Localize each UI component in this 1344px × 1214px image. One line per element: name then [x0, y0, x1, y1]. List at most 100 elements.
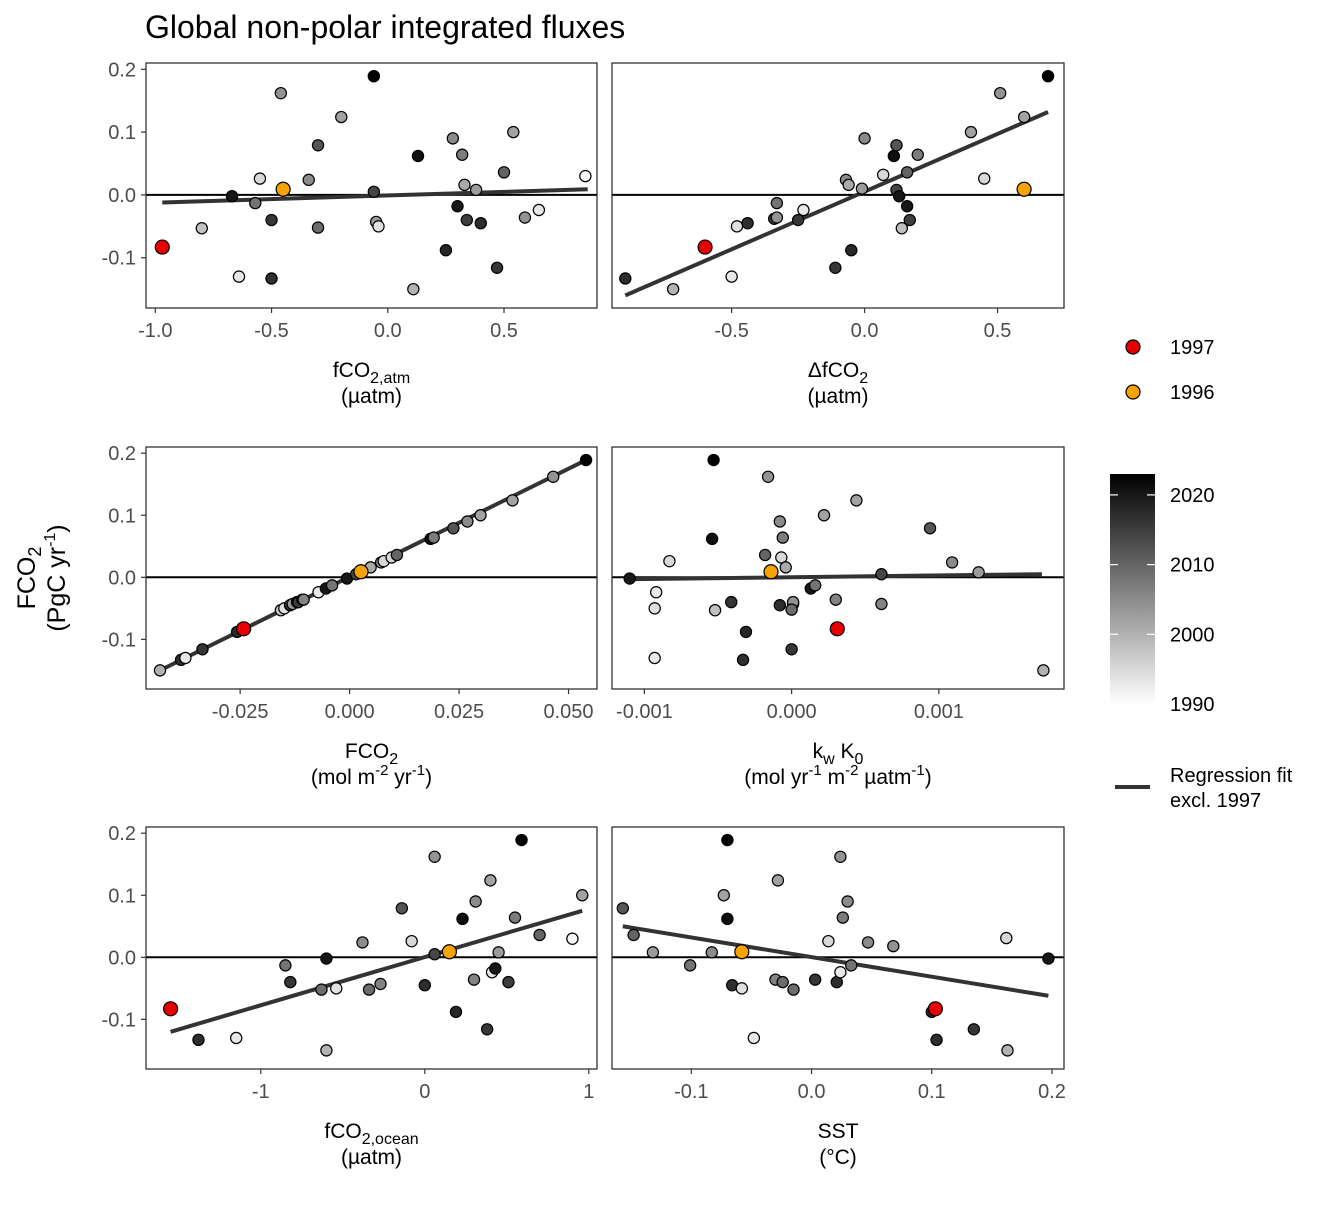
data-point-1996 [275, 181, 291, 197]
svg-text:FCO2: FCO2 [13, 547, 45, 610]
data-point-2007 [776, 531, 789, 544]
data-point-1996 [1016, 181, 1032, 197]
colorbar-tick-label: 2010 [1170, 555, 1215, 577]
data-point-2017 [619, 272, 632, 285]
data-point-2010 [390, 548, 404, 562]
data-point-1994 [735, 982, 749, 995]
data-point-2016 [785, 643, 798, 656]
data-point-1993 [232, 270, 246, 283]
data-point-2010 [627, 928, 640, 942]
y-axis-title: FCO2 (PgC yr-1) [13, 524, 71, 631]
regression-line [170, 908, 583, 1034]
x-tick-label: 0.0 [851, 320, 879, 342]
data-point-2021 [887, 149, 901, 163]
data-point-1993 [747, 1031, 761, 1045]
x-tick-label: 0.001 [914, 701, 964, 723]
data-point-2009 [776, 975, 789, 989]
data-point-1995 [978, 172, 991, 185]
data-point-2004 [518, 211, 532, 224]
data-point-1996 [763, 564, 779, 580]
x-axis-title: ΔfCO2 [808, 359, 868, 387]
data-point-2010 [497, 166, 511, 179]
panel-dfco2: -0.5 0.0 0.5 ΔfCO2(µatm) [611, 62, 1065, 408]
data-point-2014 [875, 568, 888, 581]
data-point-2018 [739, 625, 753, 639]
regression-line [624, 110, 1049, 298]
data-point-2005 [469, 895, 482, 908]
data-point-2007 [911, 148, 924, 161]
x-axis-title: fCO2,ocean [324, 1120, 418, 1148]
data-point-2017 [265, 272, 278, 285]
x-tick-label: 0.5 [984, 320, 1012, 342]
x-axis-unit: (µatm) [341, 1146, 402, 1169]
data-point-2003 [972, 566, 985, 579]
data-point-2015 [903, 213, 916, 227]
data-point-1995 [877, 168, 890, 182]
data-point-2008 [279, 959, 292, 972]
data-point-2003 [469, 183, 483, 197]
data-point-1993 [725, 270, 738, 283]
data-point-2000 [407, 282, 420, 296]
data-point-2020 [623, 572, 636, 585]
data-point-2018 [449, 1005, 463, 1019]
data-point-2000 [153, 664, 167, 677]
data-point-1994 [372, 220, 385, 233]
panel-frame [611, 826, 1065, 1070]
data-point-2002 [484, 874, 497, 887]
data-point-2016 [490, 261, 504, 274]
y-tick-label: -0.1 [102, 1009, 136, 1031]
data-point-1993 [649, 586, 663, 599]
data-point-2007 [427, 531, 440, 544]
data-point-2005 [858, 132, 871, 145]
data-point-2010 [533, 928, 546, 942]
data-point-2002 [1017, 110, 1031, 124]
x-tick-label: 0.050 [544, 701, 594, 723]
colorbar-tick-label: 2000 [1170, 624, 1215, 646]
data-point-1998 [195, 222, 208, 235]
data-point-2015 [502, 975, 515, 989]
data-point-2008 [325, 579, 339, 592]
x-axis-title: fCO2,atm [333, 359, 410, 387]
data-point-2004 [834, 850, 847, 863]
data-point-1991 [579, 169, 592, 183]
data-point-2016 [791, 213, 805, 227]
panel-fco2atm: 0.2 0.1 0.0 -0.1 -1.0 -0.5 0.0 0.5 fCO2,atm(µatm… [102, 59, 598, 408]
data-point-2000 [1001, 1044, 1014, 1057]
data-point-2001 [458, 178, 471, 192]
data-point-1994 [648, 602, 661, 615]
data-point-2001 [779, 561, 792, 574]
x-tick-label: 0.2 [1038, 1081, 1066, 1103]
y-tick-label: 0.0 [108, 567, 136, 589]
data-point-2005 [841, 895, 854, 908]
data-point-2020 [489, 962, 502, 975]
data-point-2017 [741, 216, 754, 230]
data-point-2016 [265, 213, 278, 227]
panel-frame [611, 446, 1065, 690]
data-point-1993 [834, 966, 847, 979]
data-point-2023 [707, 453, 720, 467]
x-tick-label: 0.1 [918, 1081, 946, 1103]
data-point-1993 [229, 1031, 243, 1045]
panel-fco2flux: 0.2 0.1 0.0 -0.1 -0.025 0.000 0.025 0.050 FCO2(m… [102, 443, 598, 789]
y-tick-label: -0.1 [102, 629, 136, 651]
data-point-1995 [253, 172, 267, 185]
legend-regression-line: Regression fit excl. 1997 [1115, 765, 1293, 812]
data-point-2008 [770, 196, 784, 210]
data-point-2005 [945, 556, 959, 569]
data-point-2021 [721, 912, 734, 926]
data-point-1997 [236, 621, 252, 637]
data-point-2009 [787, 983, 800, 996]
data-point-1995 [405, 934, 418, 948]
legend-label-1996: 1996 [1170, 382, 1215, 404]
x-axis-unit: (°C) [819, 1146, 857, 1169]
x-tick-label: -1.0 [138, 320, 172, 342]
data-point-2007 [508, 911, 522, 924]
data-point-1993 [797, 203, 810, 217]
colorbar-gradient [1110, 474, 1155, 704]
y-tick-label: 0.0 [108, 947, 136, 969]
data-point-2005 [356, 936, 369, 949]
data-point-2003 [492, 946, 505, 959]
x-tick-label: 0.025 [434, 701, 484, 723]
data-point-1993 [532, 203, 546, 217]
x-axis-unit: (µatm) [341, 385, 402, 408]
